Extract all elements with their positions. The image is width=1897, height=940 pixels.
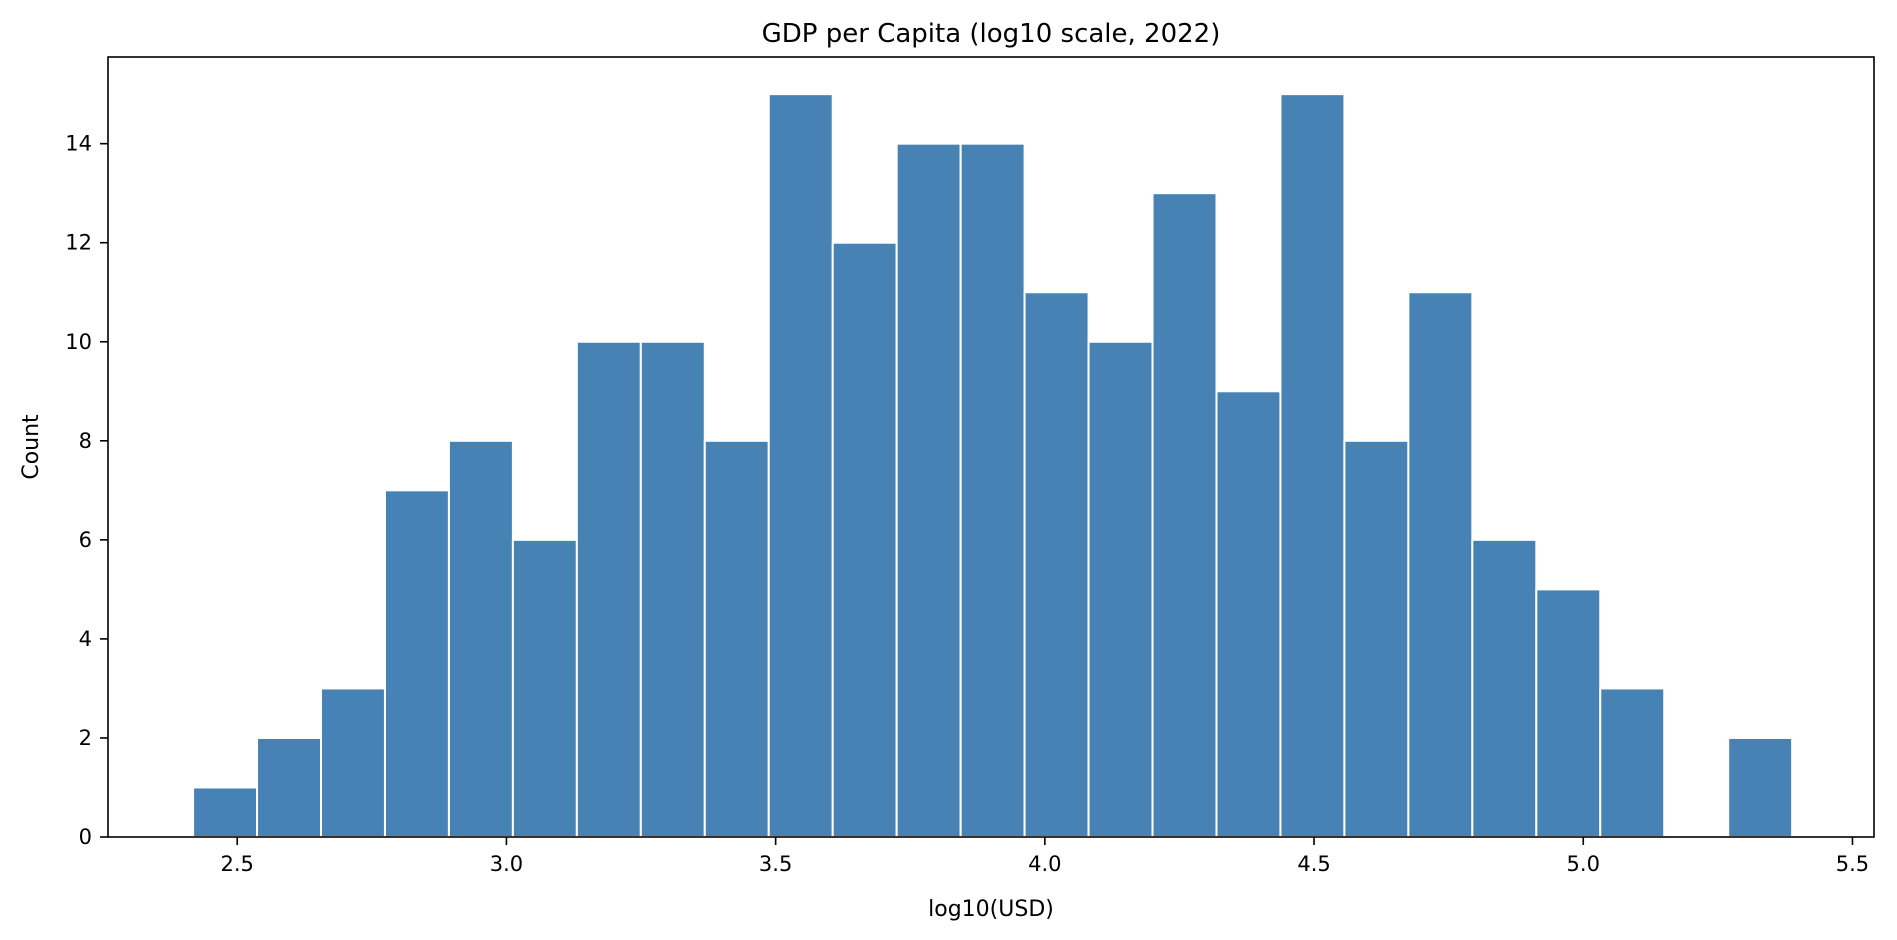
histogram-bar bbox=[831, 241, 898, 838]
x-tick-label: 3.0 bbox=[490, 852, 523, 876]
x-tick-label: 3.5 bbox=[759, 852, 792, 876]
x-axis-ticks: 2.5 3.0 3.5 4.0 4.5 5.0 5.5 bbox=[221, 837, 1869, 876]
x-tick-label: 5.5 bbox=[1836, 852, 1869, 876]
histogram-bar bbox=[1599, 687, 1666, 839]
histogram-bar bbox=[1151, 192, 1218, 838]
histogram-bar bbox=[192, 786, 259, 839]
histogram-bar bbox=[319, 687, 386, 839]
y-tick-label: 14 bbox=[65, 132, 92, 156]
histogram-bar bbox=[959, 142, 1026, 838]
histogram-bar bbox=[1279, 93, 1346, 838]
histogram-bar bbox=[1535, 588, 1602, 839]
x-tick-label: 4.5 bbox=[1297, 852, 1330, 876]
histogram-bar bbox=[256, 736, 322, 839]
histogram-bar bbox=[703, 439, 770, 838]
histogram-bar bbox=[1215, 390, 1282, 838]
y-tick-label: 4 bbox=[79, 627, 92, 651]
y-tick-label: 2 bbox=[79, 726, 92, 750]
plot-frame bbox=[107, 56, 1875, 838]
y-tick-label: 0 bbox=[79, 825, 92, 849]
y-axis-ticks: 0 2 4 6 8 10 12 14 bbox=[65, 132, 108, 849]
chart-title: GDP per Capita (log10 scale, 2022) bbox=[762, 19, 1221, 49]
histogram-bar bbox=[1343, 439, 1410, 838]
histogram-bar bbox=[1087, 340, 1154, 838]
histogram-bar bbox=[1471, 538, 1538, 838]
histogram-bar bbox=[1023, 291, 1090, 838]
histogram-bar bbox=[1407, 291, 1474, 838]
y-axis-label: Count bbox=[19, 414, 44, 480]
x-tick-label: 4.0 bbox=[1028, 852, 1061, 876]
histogram-bar bbox=[895, 142, 962, 838]
bars-group bbox=[192, 93, 1794, 839]
y-tick-label: 8 bbox=[79, 429, 92, 453]
histogram-bar bbox=[1727, 736, 1794, 839]
histogram-bar bbox=[767, 93, 834, 838]
x-axis-label: log10(USD) bbox=[928, 897, 1054, 922]
histogram-bar bbox=[511, 538, 578, 838]
y-tick-label: 6 bbox=[79, 528, 92, 552]
x-tick-label: 5.0 bbox=[1567, 852, 1600, 876]
histogram-bar bbox=[639, 340, 706, 838]
histogram-bar bbox=[575, 340, 642, 838]
y-tick-label: 10 bbox=[65, 330, 92, 354]
histogram-bar bbox=[383, 489, 450, 838]
y-tick-label: 12 bbox=[65, 231, 92, 255]
histogram-bar bbox=[447, 439, 514, 838]
x-tick-label: 2.5 bbox=[221, 852, 254, 876]
